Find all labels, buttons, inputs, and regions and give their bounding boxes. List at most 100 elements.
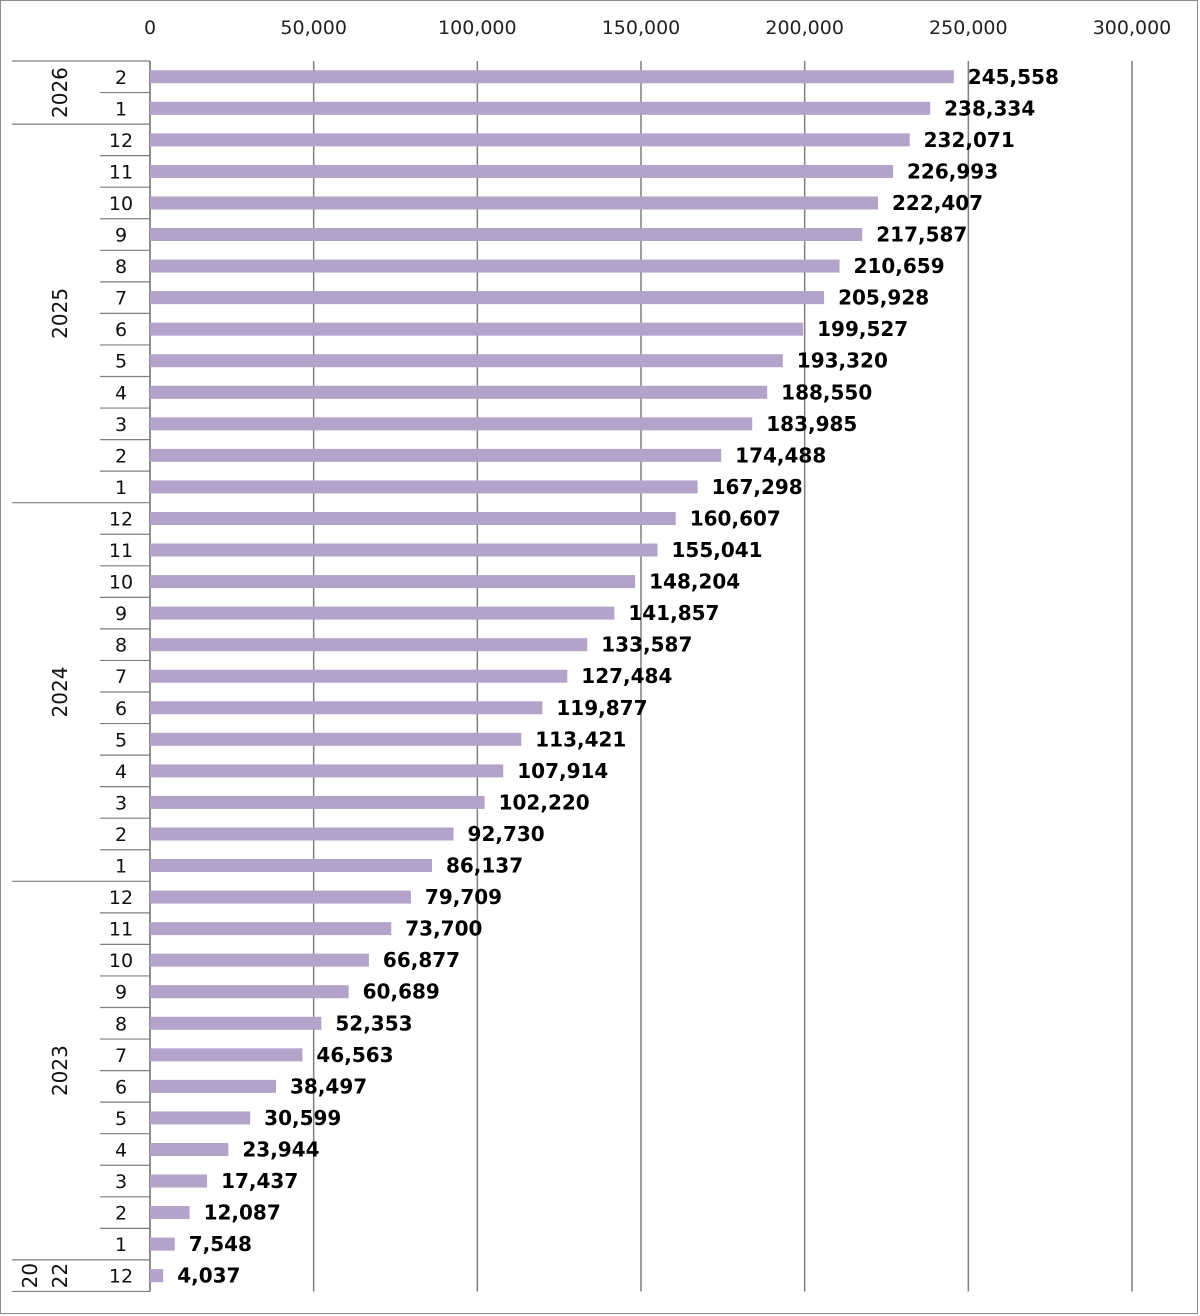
month-label: 11 (109, 540, 133, 562)
data-label: 12,087 (204, 1201, 281, 1225)
data-label: 188,550 (781, 380, 872, 404)
month-label: 7 (115, 666, 127, 688)
bar (150, 196, 879, 210)
bar (150, 511, 676, 525)
bar (150, 1206, 190, 1220)
data-label: 167,298 (712, 475, 803, 499)
month-label: 4 (115, 761, 127, 783)
month-label: 9 (115, 603, 127, 625)
data-label: 222,407 (892, 191, 983, 215)
month-label: 12 (109, 130, 133, 152)
data-label: 66,877 (383, 948, 460, 972)
month-label: 3 (115, 1171, 127, 1193)
data-label: 86,137 (446, 854, 523, 878)
bar (150, 701, 543, 715)
bar (150, 1016, 322, 1030)
bar (150, 1079, 277, 1093)
month-label: 10 (109, 572, 133, 594)
bar (150, 922, 392, 936)
month-label: 4 (115, 1139, 127, 1161)
x-tick-label: 200,000 (765, 17, 844, 39)
bar (150, 1142, 229, 1156)
month-label: 1 (115, 1234, 127, 1256)
bar (150, 448, 722, 462)
month-label: 12 (109, 1266, 133, 1288)
data-label: 127,484 (581, 664, 672, 688)
month-label: 10 (109, 193, 133, 215)
data-label: 199,527 (817, 317, 908, 341)
x-tick-label: 300,000 (1093, 17, 1172, 39)
data-label: 46,563 (316, 1043, 393, 1067)
x-tick-label: 0 (144, 17, 156, 39)
data-label: 73,700 (405, 917, 482, 941)
data-labels: 245,558 238,334 232,071 226,993 222,407 217,5… (177, 65, 1059, 1288)
bar (150, 1048, 303, 1062)
bar (150, 985, 349, 999)
x-tick-label: 250,000 (929, 17, 1008, 39)
month-label: 2 (115, 445, 127, 467)
month-label: 12 (109, 887, 133, 909)
data-label: 160,607 (690, 506, 781, 530)
month-label: 9 (115, 982, 127, 1004)
data-label: 17,437 (221, 1169, 298, 1193)
bar (150, 164, 894, 178)
bar (150, 1174, 208, 1188)
data-label: 174,488 (735, 443, 826, 467)
data-label: 133,587 (601, 633, 692, 657)
data-label: 4,037 (177, 1264, 240, 1288)
month-label: 2 (115, 824, 127, 846)
month-label: 8 (115, 635, 127, 657)
month-label: 3 (115, 414, 127, 436)
bar (150, 606, 615, 620)
month-label: 6 (115, 319, 127, 341)
month-label: 7 (115, 288, 127, 310)
data-label: 30,599 (264, 1106, 341, 1130)
bar (150, 417, 753, 431)
month-label: 12 (109, 508, 133, 530)
data-label: 23,944 (242, 1137, 319, 1161)
month-label: 3 (115, 792, 127, 814)
month-label: 2 (115, 1203, 127, 1225)
bar (150, 1237, 175, 1251)
bar (150, 543, 658, 557)
month-label: 9 (115, 225, 127, 247)
month-label: 1 (115, 98, 127, 120)
data-label: 113,421 (535, 727, 626, 751)
data-label: 60,689 (363, 980, 440, 1004)
year-label: 2024 (48, 667, 72, 718)
data-label: 92,730 (468, 822, 545, 846)
month-label: 1 (115, 856, 127, 878)
year-label: 2023 (48, 1045, 72, 1096)
data-label: 205,928 (838, 286, 929, 310)
month-label: 7 (115, 1045, 127, 1067)
bar (150, 228, 863, 242)
bars (150, 70, 954, 1283)
year-label-part: 22 (48, 1263, 72, 1288)
month-label: 8 (115, 256, 127, 278)
month-label: 8 (115, 1013, 127, 1035)
data-label: 7,548 (189, 1232, 252, 1256)
bar (150, 133, 910, 147)
x-tick-label: 150,000 (602, 17, 681, 39)
data-label: 210,659 (854, 254, 945, 278)
month-label: 6 (115, 1076, 127, 1098)
bar (150, 638, 588, 652)
data-label: 141,857 (628, 601, 719, 625)
x-tick-label: 100,000 (438, 17, 517, 39)
bar (150, 291, 825, 305)
bar (150, 480, 698, 494)
data-label: 232,071 (924, 128, 1015, 152)
bar (150, 354, 783, 368)
bar (150, 1111, 251, 1125)
month-label: 5 (115, 351, 127, 373)
bar (150, 322, 804, 336)
bar (150, 795, 485, 809)
bar (150, 890, 411, 904)
data-label: 102,220 (499, 790, 590, 814)
data-label: 245,558 (968, 65, 1059, 89)
bar (150, 1269, 164, 1283)
year-label: 2025 (48, 288, 72, 339)
data-label: 52,353 (335, 1011, 412, 1035)
